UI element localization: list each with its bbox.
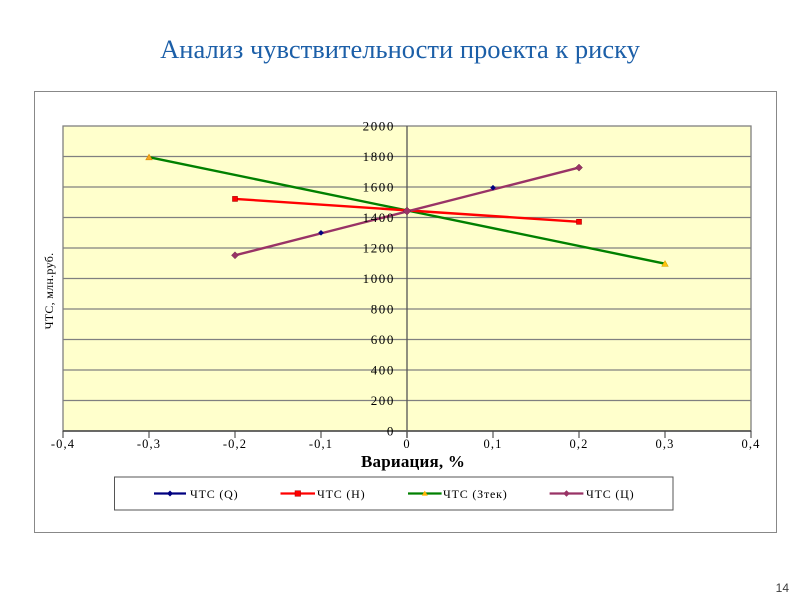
svg-text:ЧТС (Q): ЧТС (Q)	[190, 487, 238, 501]
svg-text:800: 800	[371, 302, 395, 317]
svg-text:0: 0	[403, 437, 410, 451]
svg-text:-0,2: -0,2	[223, 437, 247, 451]
svg-text:600: 600	[371, 332, 395, 347]
svg-text:0,2: 0,2	[570, 437, 589, 451]
svg-text:1600: 1600	[363, 180, 395, 195]
svg-text:ЧТС (Ц): ЧТС (Ц)	[586, 487, 634, 501]
svg-text:1400: 1400	[363, 210, 395, 225]
svg-text:0: 0	[387, 424, 395, 439]
svg-text:-0,4: -0,4	[51, 437, 75, 451]
svg-text:ЧТС (Н): ЧТС (Н)	[317, 487, 365, 501]
svg-text:400: 400	[371, 363, 395, 378]
svg-text:1800: 1800	[363, 149, 395, 164]
svg-text:ЧТС, млн.руб.: ЧТС, млн.руб.	[42, 253, 56, 330]
svg-text:2000: 2000	[363, 119, 395, 134]
svg-text:-0,1: -0,1	[309, 437, 333, 451]
svg-text:0,4: 0,4	[742, 437, 761, 451]
svg-text:-0,3: -0,3	[137, 437, 161, 451]
svg-text:0,1: 0,1	[484, 437, 503, 451]
svg-text:1200: 1200	[363, 241, 395, 256]
svg-text:200: 200	[371, 393, 395, 408]
svg-text:Вариация, %: Вариация, %	[361, 452, 465, 471]
svg-text:1000: 1000	[363, 271, 395, 286]
svg-text:0,3: 0,3	[656, 437, 675, 451]
svg-text:ЧТС (Зтек): ЧТС (Зтек)	[443, 487, 508, 501]
